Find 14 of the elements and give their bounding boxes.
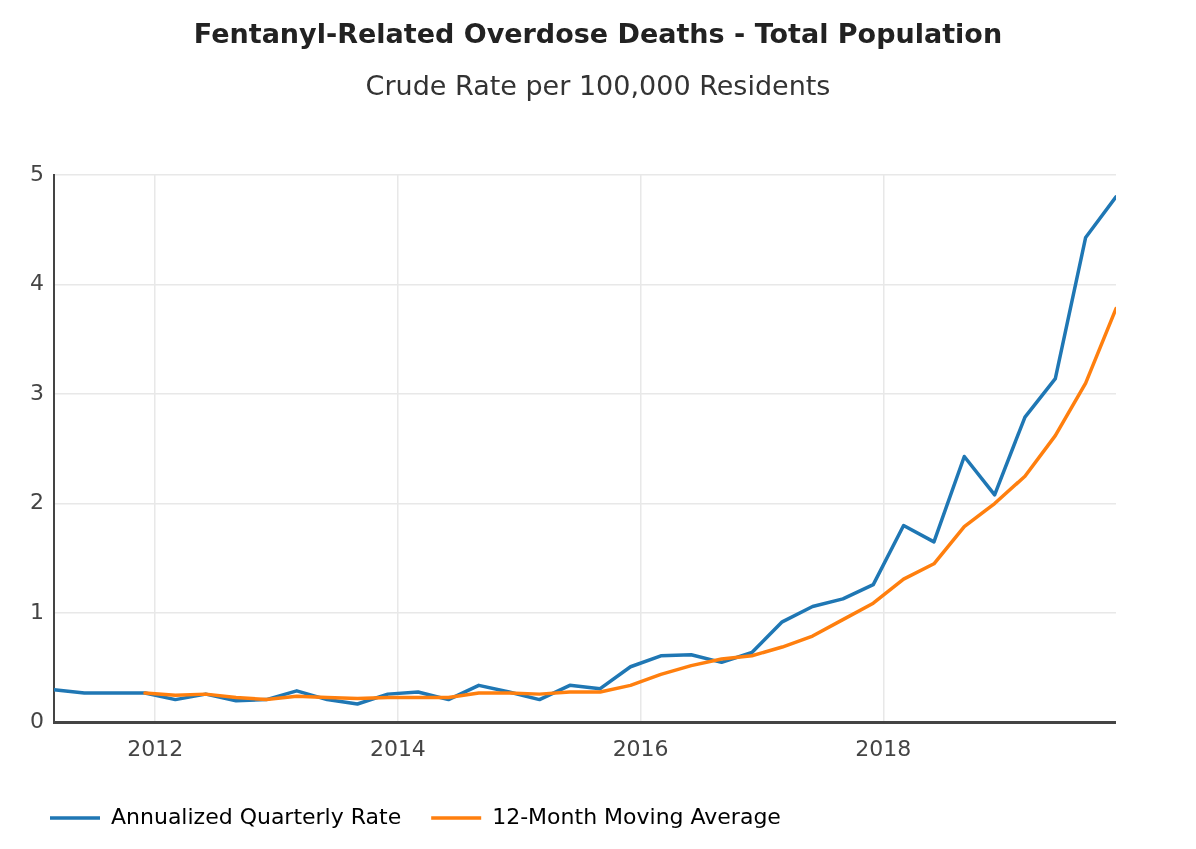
chart-title: Fentanyl-Related Overdose Deaths - Total Population (192, 18, 1004, 49)
y-tick-label: 3 (30, 379, 44, 405)
chart-subtitle: Crude Rate per 100,000 Residents (364, 70, 832, 101)
y-tick-label: 1 (30, 598, 44, 624)
y-tick-label: 5 (30, 160, 44, 186)
y-tick-label: 0 (30, 708, 44, 734)
x-tick-label: 2014 (369, 735, 426, 761)
y-tick-label: 2 (30, 489, 44, 515)
legend-label: Annualized Quarterly Rate (111, 803, 402, 829)
legend-label: 12-Month Moving Average (492, 803, 781, 829)
y-tick-label: 4 (30, 270, 44, 296)
x-tick-label: 2016 (612, 735, 669, 761)
x-tick-label: 2012 (127, 735, 184, 761)
x-tick-label: 2018 (855, 735, 912, 761)
